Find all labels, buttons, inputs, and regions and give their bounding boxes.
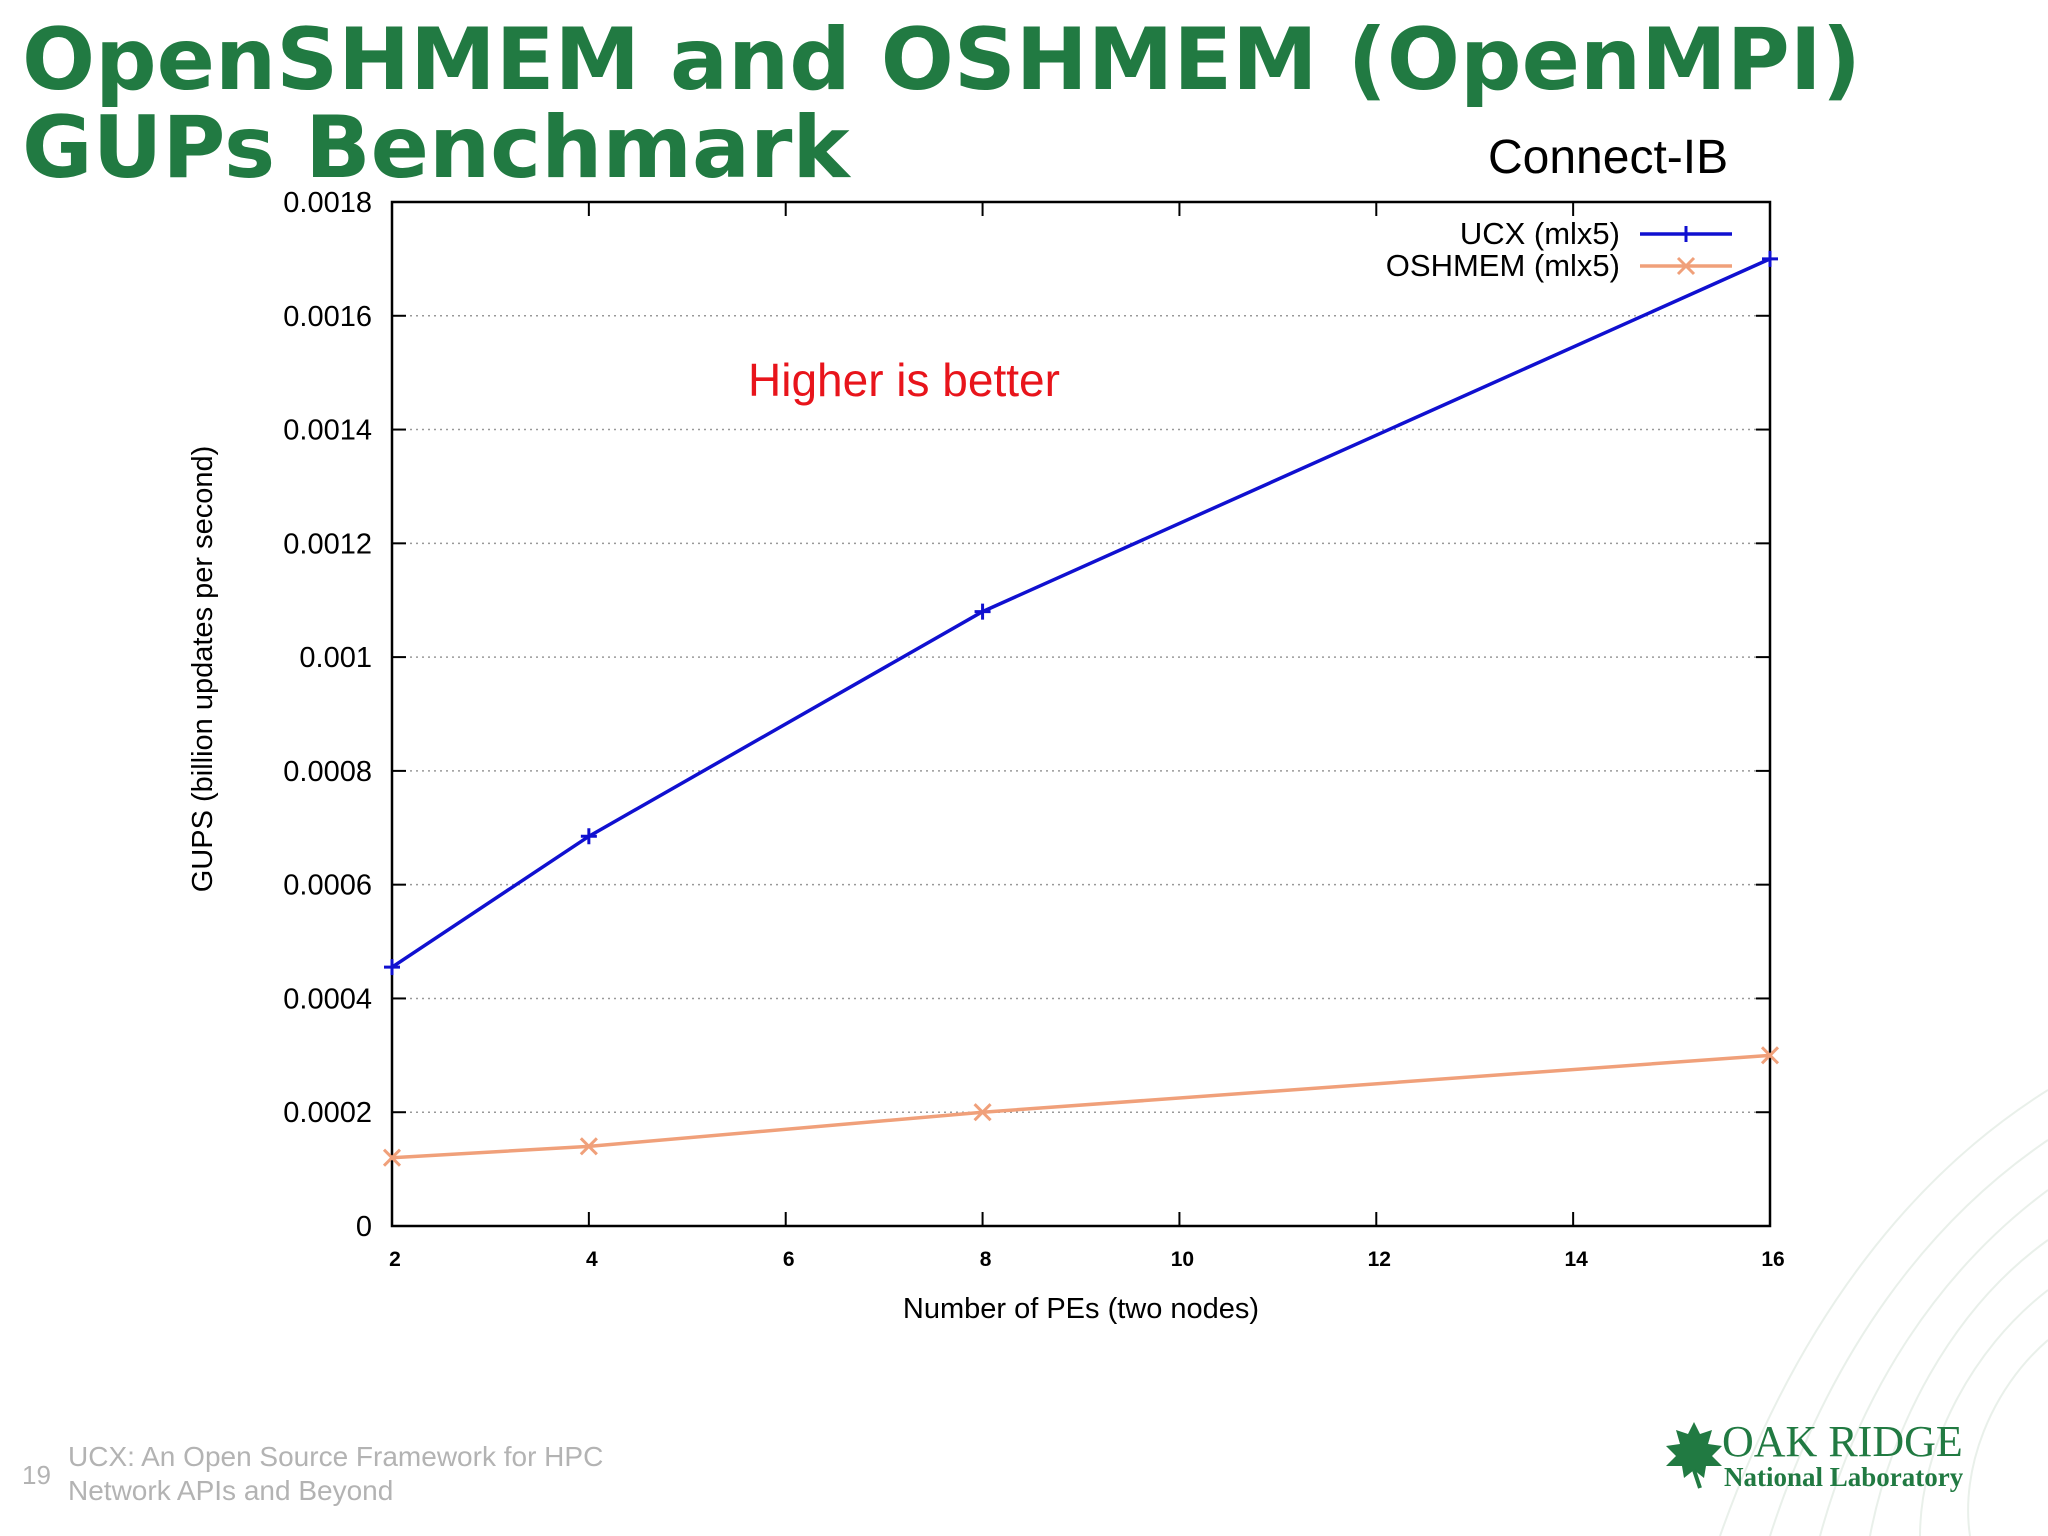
data-point: [974, 603, 991, 620]
plot-frame: [390, 200, 1772, 1228]
x-tick-label: 16: [1761, 1248, 1784, 1271]
y-tick-label: 0.0018: [283, 187, 372, 219]
axis-ticks: 0 0.0002 0.0004 0.0006 0.0008 0.001 0.0012 0.00…: [283, 187, 1784, 1271]
grid-lines: [392, 315, 1770, 1113]
series-layer: [382, 250, 1780, 1167]
gups-line-chart: 0 0.0002 0.0004 0.0006 0.0008 0.001 0.0012 0.00…: [187, 187, 1785, 1325]
x-tick-label: 14: [1564, 1248, 1588, 1271]
legend-label: UCX (mlx5): [1460, 216, 1620, 251]
footer-line1: UCX: An Open Source Framework for HPC: [68, 1441, 604, 1472]
footer-line2: Network APIs and Beyond: [68, 1475, 394, 1506]
legend-label: OSHMEM (mlx5): [1386, 248, 1620, 283]
slide-title-line1: OpenSHMEM and OSHMEM (OpenMPI): [22, 10, 1862, 110]
y-tick-label: 0.0014: [283, 415, 372, 447]
data-point: [579, 1137, 598, 1156]
chart-subtitle: Connect-IB: [1488, 131, 1729, 184]
data-point: [973, 1103, 992, 1122]
series-ucx: [384, 250, 1778, 976]
series-oshmem: [382, 1046, 1780, 1167]
y-tick-label: 0.0004: [283, 983, 372, 1015]
background-decoration: [1719, 1089, 2048, 1536]
y-tick-label: 0.0006: [283, 870, 372, 902]
data-point: [1762, 250, 1778, 267]
x-tick-label: 10: [1171, 1248, 1194, 1271]
y-tick-label: 0.001: [299, 642, 372, 674]
data-point: [1760, 1046, 1780, 1065]
series-line: [391, 257, 1771, 969]
y-tick-label: 0.0012: [283, 528, 372, 560]
slide-title: OpenSHMEM and OSHMEM (OpenMPI) GUPs Benc…: [22, 16, 1861, 192]
y-tick-label: 0: [356, 1211, 372, 1243]
x-tick-label: 12: [1368, 1248, 1391, 1271]
legend-marker: [1676, 256, 1696, 276]
y-tick-label: 0.0016: [283, 301, 372, 333]
higher-is-better-annotation: Higher is better: [748, 354, 1060, 406]
page-number: 19: [22, 1460, 51, 1490]
x-tick-label: 4: [586, 1248, 598, 1271]
logo-text-line1: OAK RIDGE: [1722, 1417, 1963, 1466]
series-line: [391, 1053, 1771, 1160]
legend: UCX (mlx5)OSHMEM (mlx5): [1386, 216, 1732, 283]
logo-text-line2: National Laboratory: [1724, 1462, 1964, 1492]
y-axis-label: GUPS (billion updates per second): [187, 446, 219, 893]
data-point: [384, 959, 400, 976]
x-axis-label: Number of PEs (two nodes): [903, 1293, 1259, 1325]
y-tick-label: 0.0002: [283, 1097, 372, 1129]
slide-title-line2: GUPs Benchmark: [22, 98, 850, 198]
data-point: [382, 1148, 402, 1167]
data-point: [580, 828, 597, 845]
x-tick-label: 2: [389, 1248, 401, 1271]
oak-leaf-icon: [1666, 1422, 1722, 1489]
y-tick-label: 0.0008: [283, 756, 372, 788]
x-tick-label: 8: [980, 1248, 992, 1271]
legend-marker: [1678, 226, 1694, 242]
x-tick-label: 6: [783, 1248, 795, 1271]
oak-ridge-logo: OAK RIDGE National Laboratory: [1660, 1416, 1980, 1496]
footer-caption: UCX: An Open Source Framework for HPC Ne…: [68, 1440, 668, 1508]
